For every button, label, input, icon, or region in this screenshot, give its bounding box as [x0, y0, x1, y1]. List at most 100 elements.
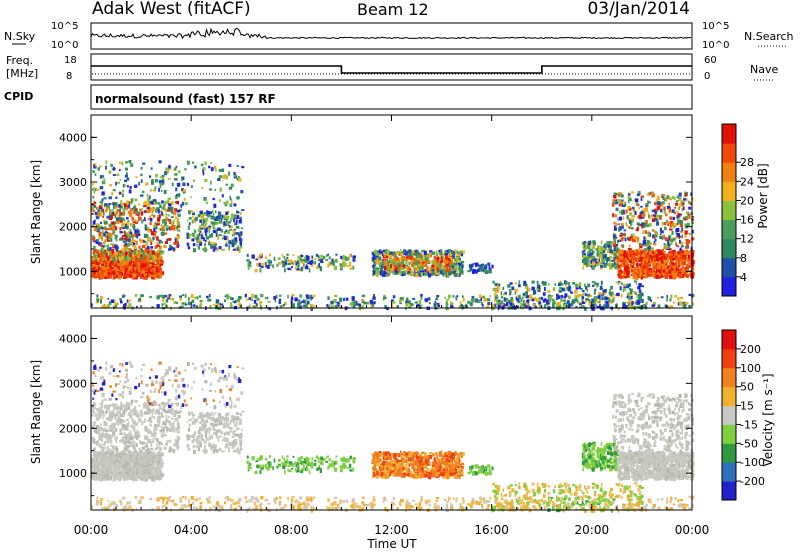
power-cell [446, 256, 450, 259]
power-cell [621, 250, 624, 254]
power-cell [123, 212, 125, 216]
power-cell [626, 257, 629, 260]
power-cell [515, 296, 518, 301]
power-cell [228, 186, 233, 190]
power-cell [427, 271, 429, 276]
power-cell [92, 170, 95, 174]
power-cell [592, 304, 595, 309]
power-cell [221, 237, 224, 240]
power-cell [409, 256, 412, 260]
power-cell [411, 253, 414, 256]
power-cell [133, 262, 136, 266]
power-cell [598, 291, 602, 295]
power-cell [628, 248, 631, 251]
power-cell [556, 305, 559, 309]
power-cell [166, 168, 169, 172]
power-cell [415, 252, 419, 257]
power-cell [147, 262, 150, 267]
power-cell [142, 219, 146, 222]
power-cell [660, 256, 664, 260]
power-cell [677, 254, 681, 258]
power-cell [669, 298, 672, 302]
power-cell [170, 206, 174, 211]
power-cell [208, 233, 211, 238]
power-cell [132, 206, 137, 209]
power-cell [135, 257, 139, 262]
power-cell [222, 175, 226, 180]
power-cell [165, 213, 168, 218]
power-cell [116, 181, 120, 184]
power-cell [389, 255, 392, 259]
power-cell [477, 299, 481, 304]
power-cell [204, 239, 207, 243]
power-cell [378, 253, 381, 255]
power-cell [231, 199, 233, 204]
power-cell [582, 290, 585, 293]
power-cell [542, 292, 546, 296]
power-cell [165, 209, 170, 212]
power-cell [402, 251, 404, 254]
power-cell [471, 296, 475, 299]
power-cell [128, 252, 130, 257]
power-cell [658, 217, 662, 220]
power-cell [678, 236, 681, 240]
power-cell [405, 269, 408, 272]
power-cell [434, 262, 437, 265]
power-cell [164, 294, 167, 298]
power-cell [193, 229, 197, 234]
power-cell [166, 200, 170, 204]
power-cell [128, 261, 131, 266]
power-cell [383, 259, 386, 264]
power-cell [669, 223, 672, 228]
power-cell [112, 253, 115, 258]
power-cell [622, 216, 625, 220]
power-cell [404, 253, 408, 256]
power-cell [587, 256, 591, 259]
power-cell [226, 295, 229, 300]
power-cell [342, 264, 345, 268]
power-cell [135, 241, 138, 246]
power-cell [306, 255, 310, 260]
power-cell [147, 229, 151, 233]
power-cell [666, 195, 669, 200]
power-cell [217, 178, 221, 181]
power-cell [509, 289, 512, 293]
power-cell [626, 258, 629, 262]
power-cell [218, 175, 223, 179]
power-cell [630, 252, 634, 255]
power-cell [372, 270, 375, 274]
power-cell [603, 288, 607, 293]
power-cell [318, 259, 322, 262]
power-cell [574, 283, 578, 286]
power-cell [140, 248, 143, 253]
power-cell [408, 253, 412, 256]
power-cell [122, 250, 126, 254]
power-cell [411, 254, 415, 259]
power-cell [178, 224, 181, 228]
power-cell [163, 232, 167, 235]
power-cell [98, 235, 102, 240]
power-cell [113, 225, 116, 228]
power-cell [623, 274, 627, 277]
power-cell [130, 223, 134, 226]
power-cell [619, 239, 622, 243]
power-cell [294, 266, 297, 270]
power-cell [143, 265, 147, 268]
power-cell [108, 203, 112, 206]
power-cell [130, 260, 133, 264]
power-cell [154, 186, 157, 191]
power-cell [95, 240, 99, 245]
power-cell [130, 256, 133, 260]
power-cell [615, 249, 618, 253]
power-cell [131, 244, 135, 247]
power-cell [686, 274, 689, 278]
power-cell [215, 215, 219, 219]
power-cell [124, 237, 128, 242]
power-cell [665, 237, 668, 241]
power-cell [675, 236, 678, 239]
power-cell [122, 184, 125, 188]
power-cell [188, 297, 190, 301]
power-cell [424, 272, 428, 276]
power-cell [139, 208, 141, 212]
